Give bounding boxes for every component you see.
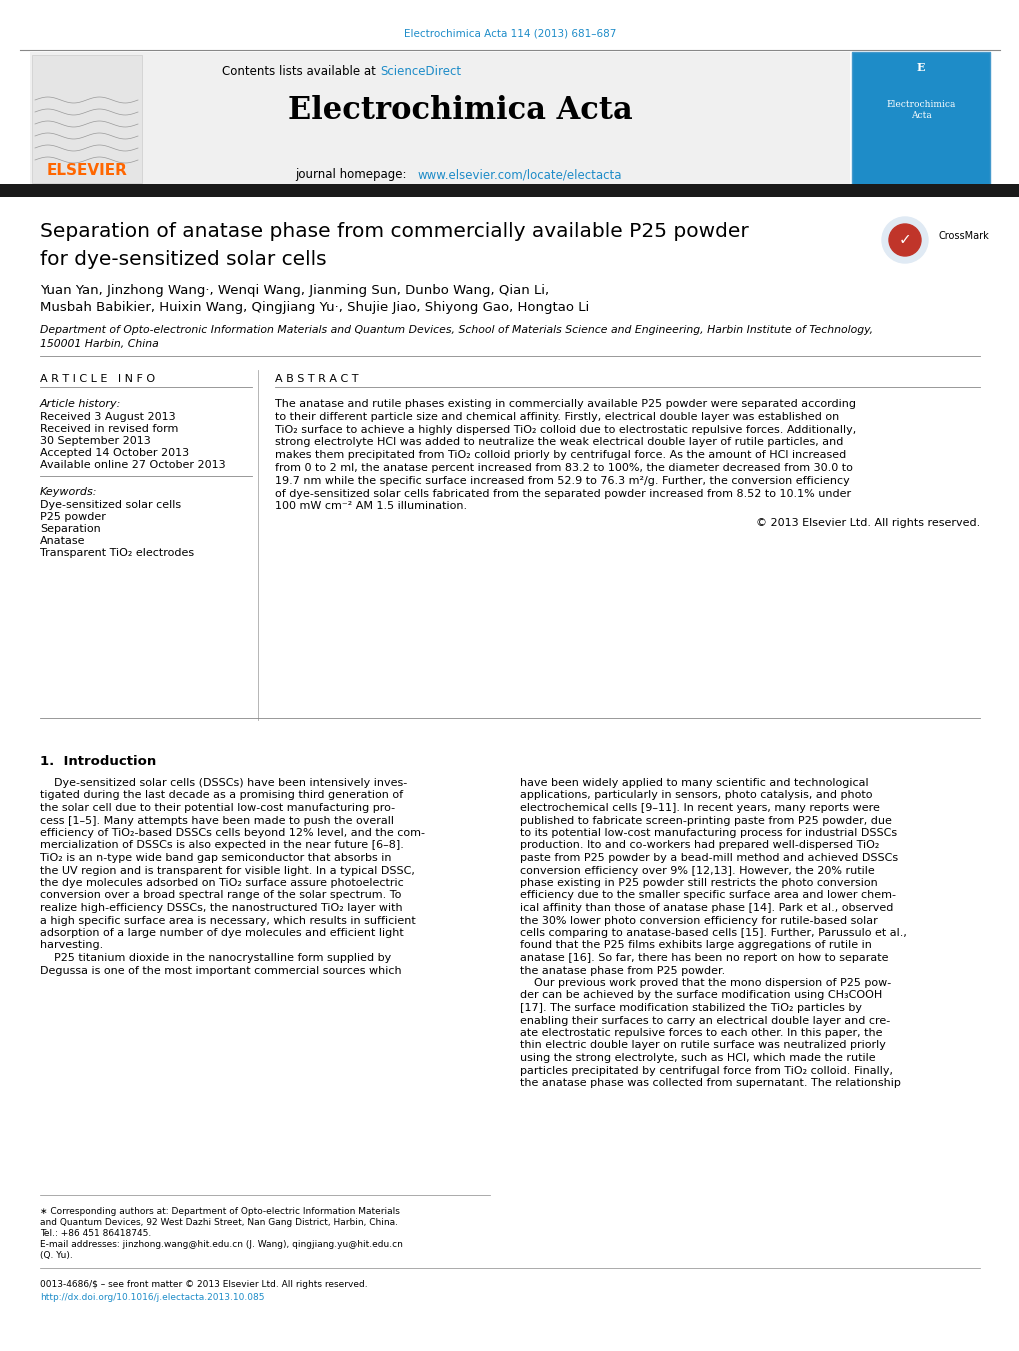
- Text: Accepted 14 October 2013: Accepted 14 October 2013: [40, 449, 189, 458]
- Text: makes them precipitated from TiO₂ colloid priorly by centrifugal force. As the a: makes them precipitated from TiO₂ colloi…: [275, 450, 846, 461]
- Text: Transparent TiO₂ electrodes: Transparent TiO₂ electrodes: [40, 549, 194, 558]
- Text: Keywords:: Keywords:: [40, 486, 98, 497]
- Text: (Q. Yu).: (Q. Yu).: [40, 1251, 72, 1260]
- Text: using the strong electrolyte, such as HCl, which made the rutile: using the strong electrolyte, such as HC…: [520, 1052, 874, 1063]
- Text: 19.7 nm while the specific surface increased from 52.9 to 76.3 m²/g. Further, th: 19.7 nm while the specific surface incre…: [275, 476, 849, 486]
- Text: Electrochimica Acta: Electrochimica Acta: [287, 95, 632, 126]
- Text: E: E: [916, 62, 924, 73]
- Text: electrochemical cells [9–11]. In recent years, many reports were: electrochemical cells [9–11]. In recent …: [520, 802, 879, 813]
- Text: ✓: ✓: [898, 232, 911, 247]
- Text: ScienceDirect: ScienceDirect: [380, 65, 461, 78]
- Text: Yuan Yan, Jinzhong Wang·, Wenqi Wang, Jianming Sun, Dunbo Wang, Qian Li,: Yuan Yan, Jinzhong Wang·, Wenqi Wang, Ji…: [40, 284, 548, 297]
- Text: to their different particle size and chemical affinity. Firstly, electrical doub: to their different particle size and che…: [275, 412, 839, 422]
- Text: the 30% lower photo conversion efficiency for rutile-based solar: the 30% lower photo conversion efficienc…: [520, 916, 877, 925]
- Text: Available online 27 October 2013: Available online 27 October 2013: [40, 459, 225, 470]
- Text: Electrochimica Acta 114 (2013) 681–687: Electrochimica Acta 114 (2013) 681–687: [404, 28, 615, 38]
- Text: found that the P25 films exhibits large aggregations of rutile in: found that the P25 films exhibits large …: [520, 940, 871, 951]
- FancyBboxPatch shape: [0, 184, 1019, 197]
- Text: 100 mW cm⁻² AM 1.5 illumination.: 100 mW cm⁻² AM 1.5 illumination.: [275, 501, 467, 512]
- Text: The anatase and rutile phases existing in commercially available P25 powder were: The anatase and rutile phases existing i…: [275, 399, 855, 409]
- Text: http://dx.doi.org/10.1016/j.electacta.2013.10.085: http://dx.doi.org/10.1016/j.electacta.20…: [40, 1293, 264, 1302]
- Text: Received 3 August 2013: Received 3 August 2013: [40, 412, 175, 422]
- Text: der can be achieved by the surface modification using CH₃COOH: der can be achieved by the surface modif…: [520, 990, 881, 1001]
- Text: E-mail addresses: jinzhong.wang@hit.edu.cn (J. Wang), qingjiang.yu@hit.edu.cn: E-mail addresses: jinzhong.wang@hit.edu.…: [40, 1240, 403, 1250]
- FancyBboxPatch shape: [851, 51, 989, 185]
- Text: ical affinity than those of anatase phase [14]. Park et al., observed: ical affinity than those of anatase phas…: [520, 902, 893, 913]
- FancyBboxPatch shape: [30, 51, 849, 185]
- Text: conversion over a broad spectral range of the solar spectrum. To: conversion over a broad spectral range o…: [40, 890, 401, 901]
- Text: and Quantum Devices, 92 West Dazhi Street, Nan Gang District, Harbin, China.: and Quantum Devices, 92 West Dazhi Stree…: [40, 1219, 397, 1227]
- Text: cess [1–5]. Many attempts have been made to push the overall: cess [1–5]. Many attempts have been made…: [40, 816, 393, 825]
- Text: ELSEVIER: ELSEVIER: [47, 163, 127, 178]
- Text: harvesting.: harvesting.: [40, 940, 103, 951]
- Text: Separation: Separation: [40, 524, 101, 534]
- Text: 0013-4686/$ – see front matter © 2013 Elsevier Ltd. All rights reserved.: 0013-4686/$ – see front matter © 2013 El…: [40, 1279, 367, 1289]
- Text: Dye-sensitized solar cells (DSSCs) have been intensively inves-: Dye-sensitized solar cells (DSSCs) have …: [40, 778, 407, 788]
- Text: Our previous work proved that the mono dispersion of P25 pow-: Our previous work proved that the mono d…: [520, 978, 891, 988]
- Text: P25 titanium dioxide in the nanocrystalline form supplied by: P25 titanium dioxide in the nanocrystall…: [40, 952, 391, 963]
- FancyBboxPatch shape: [32, 55, 142, 182]
- Circle shape: [889, 224, 920, 255]
- Text: cells comparing to anatase-based cells [15]. Further, Parussulo et al.,: cells comparing to anatase-based cells […: [520, 928, 906, 938]
- Text: 150001 Harbin, China: 150001 Harbin, China: [40, 339, 159, 349]
- Text: efficiency due to the smaller specific surface area and lower chem-: efficiency due to the smaller specific s…: [520, 890, 895, 901]
- Text: ate electrostatic repulsive forces to each other. In this paper, the: ate electrostatic repulsive forces to ea…: [520, 1028, 881, 1038]
- Text: mercialization of DSSCs is also expected in the near future [6–8].: mercialization of DSSCs is also expected…: [40, 840, 404, 851]
- Text: www.elsevier.com/locate/electacta: www.elsevier.com/locate/electacta: [418, 168, 622, 181]
- Text: Anatase: Anatase: [40, 536, 86, 546]
- Text: particles precipitated by centrifugal force from TiO₂ colloid. Finally,: particles precipitated by centrifugal fo…: [520, 1066, 892, 1075]
- Text: to its potential low-cost manufacturing process for industrial DSSCs: to its potential low-cost manufacturing …: [520, 828, 897, 838]
- Text: P25 powder: P25 powder: [40, 512, 106, 521]
- Text: 1.  Introduction: 1. Introduction: [40, 755, 156, 767]
- Text: of dye-sensitized solar cells fabricated from the separated powder increased fro: of dye-sensitized solar cells fabricated…: [275, 489, 850, 499]
- Text: a high specific surface area is necessary, which results in sufficient: a high specific surface area is necessar…: [40, 916, 416, 925]
- Text: realize high-efficiency DSSCs, the nanostructured TiO₂ layer with: realize high-efficiency DSSCs, the nanos…: [40, 902, 403, 913]
- Text: A B S T R A C T: A B S T R A C T: [275, 374, 358, 384]
- Text: the anatase phase was collected from supernatant. The relationship: the anatase phase was collected from sup…: [520, 1078, 900, 1088]
- Text: adsorption of a large number of dye molecules and efficient light: adsorption of a large number of dye mole…: [40, 928, 404, 938]
- Text: production. Ito and co-workers had prepared well-dispersed TiO₂: production. Ito and co-workers had prepa…: [520, 840, 878, 851]
- Text: phase existing in P25 powder still restricts the photo conversion: phase existing in P25 powder still restr…: [520, 878, 877, 888]
- Text: anatase [16]. So far, there has been no report on how to separate: anatase [16]. So far, there has been no …: [520, 952, 888, 963]
- Text: Article history:: Article history:: [40, 399, 121, 409]
- Text: enabling their surfaces to carry an electrical double layer and cre-: enabling their surfaces to carry an elec…: [520, 1016, 890, 1025]
- Text: [17]. The surface modification stabilized the TiO₂ particles by: [17]. The surface modification stabilize…: [520, 1002, 861, 1013]
- Text: Electrochimica
Acta: Electrochimica Acta: [886, 100, 955, 120]
- Text: published to fabricate screen-printing paste from P25 powder, due: published to fabricate screen-printing p…: [520, 816, 891, 825]
- Circle shape: [881, 218, 927, 263]
- Text: the anatase phase from P25 powder.: the anatase phase from P25 powder.: [520, 966, 725, 975]
- Text: for dye-sensitized solar cells: for dye-sensitized solar cells: [40, 250, 326, 269]
- Text: Contents lists available at: Contents lists available at: [222, 65, 380, 78]
- Text: journal homepage:: journal homepage:: [294, 168, 410, 181]
- Text: thin electric double layer on rutile surface was neutralized priorly: thin electric double layer on rutile sur…: [520, 1040, 886, 1051]
- Text: A R T I C L E   I N F O: A R T I C L E I N F O: [40, 374, 155, 384]
- Text: the solar cell due to their potential low-cost manufacturing pro-: the solar cell due to their potential lo…: [40, 802, 394, 813]
- Text: 30 September 2013: 30 September 2013: [40, 436, 151, 446]
- Text: the UV region and is transparent for visible light. In a typical DSSC,: the UV region and is transparent for vis…: [40, 866, 415, 875]
- Text: tigated during the last decade as a promising third generation of: tigated during the last decade as a prom…: [40, 790, 403, 801]
- Text: CrossMark: CrossMark: [938, 231, 988, 240]
- Text: Received in revised form: Received in revised form: [40, 424, 178, 434]
- Text: © 2013 Elsevier Ltd. All rights reserved.: © 2013 Elsevier Ltd. All rights reserved…: [755, 519, 979, 528]
- Text: conversion efficiency over 9% [12,13]. However, the 20% rutile: conversion efficiency over 9% [12,13]. H…: [520, 866, 874, 875]
- Text: strong electrolyte HCl was added to neutralize the weak electrical double layer : strong electrolyte HCl was added to neut…: [275, 438, 843, 447]
- Text: Separation of anatase phase from commercially available P25 powder: Separation of anatase phase from commerc…: [40, 222, 748, 240]
- Text: the dye molecules adsorbed on TiO₂ surface assure photoelectric: the dye molecules adsorbed on TiO₂ surfa…: [40, 878, 404, 888]
- Text: TiO₂ is an n-type wide band gap semiconductor that absorbs in: TiO₂ is an n-type wide band gap semicond…: [40, 852, 391, 863]
- Text: have been widely applied to many scientific and technological: have been widely applied to many scienti…: [520, 778, 868, 788]
- Text: Musbah Babikier, Huixin Wang, Qingjiang Yu·, Shujie Jiao, Shiyong Gao, Hongtao L: Musbah Babikier, Huixin Wang, Qingjiang …: [40, 301, 589, 313]
- Text: TiO₂ surface to achieve a highly dispersed TiO₂ colloid due to electrostatic rep: TiO₂ surface to achieve a highly dispers…: [275, 424, 855, 435]
- Text: Tel.: +86 451 86418745.: Tel.: +86 451 86418745.: [40, 1229, 151, 1238]
- Text: from 0 to 2 ml, the anatase percent increased from 83.2 to 100%, the diameter de: from 0 to 2 ml, the anatase percent incr…: [275, 463, 852, 473]
- Text: Degussa is one of the most important commercial sources which: Degussa is one of the most important com…: [40, 966, 401, 975]
- Text: Department of Opto-electronic Information Materials and Quantum Devices, School : Department of Opto-electronic Informatio…: [40, 326, 872, 335]
- Text: ∗ Corresponding authors at: Department of Opto-electric Information Materials: ∗ Corresponding authors at: Department o…: [40, 1206, 399, 1216]
- Text: efficiency of TiO₂-based DSSCs cells beyond 12% level, and the com-: efficiency of TiO₂-based DSSCs cells bey…: [40, 828, 425, 838]
- Text: Dye-sensitized solar cells: Dye-sensitized solar cells: [40, 500, 181, 509]
- Text: applications, particularly in sensors, photo catalysis, and photo: applications, particularly in sensors, p…: [520, 790, 871, 801]
- Text: paste from P25 powder by a bead-mill method and achieved DSSCs: paste from P25 powder by a bead-mill met…: [520, 852, 898, 863]
